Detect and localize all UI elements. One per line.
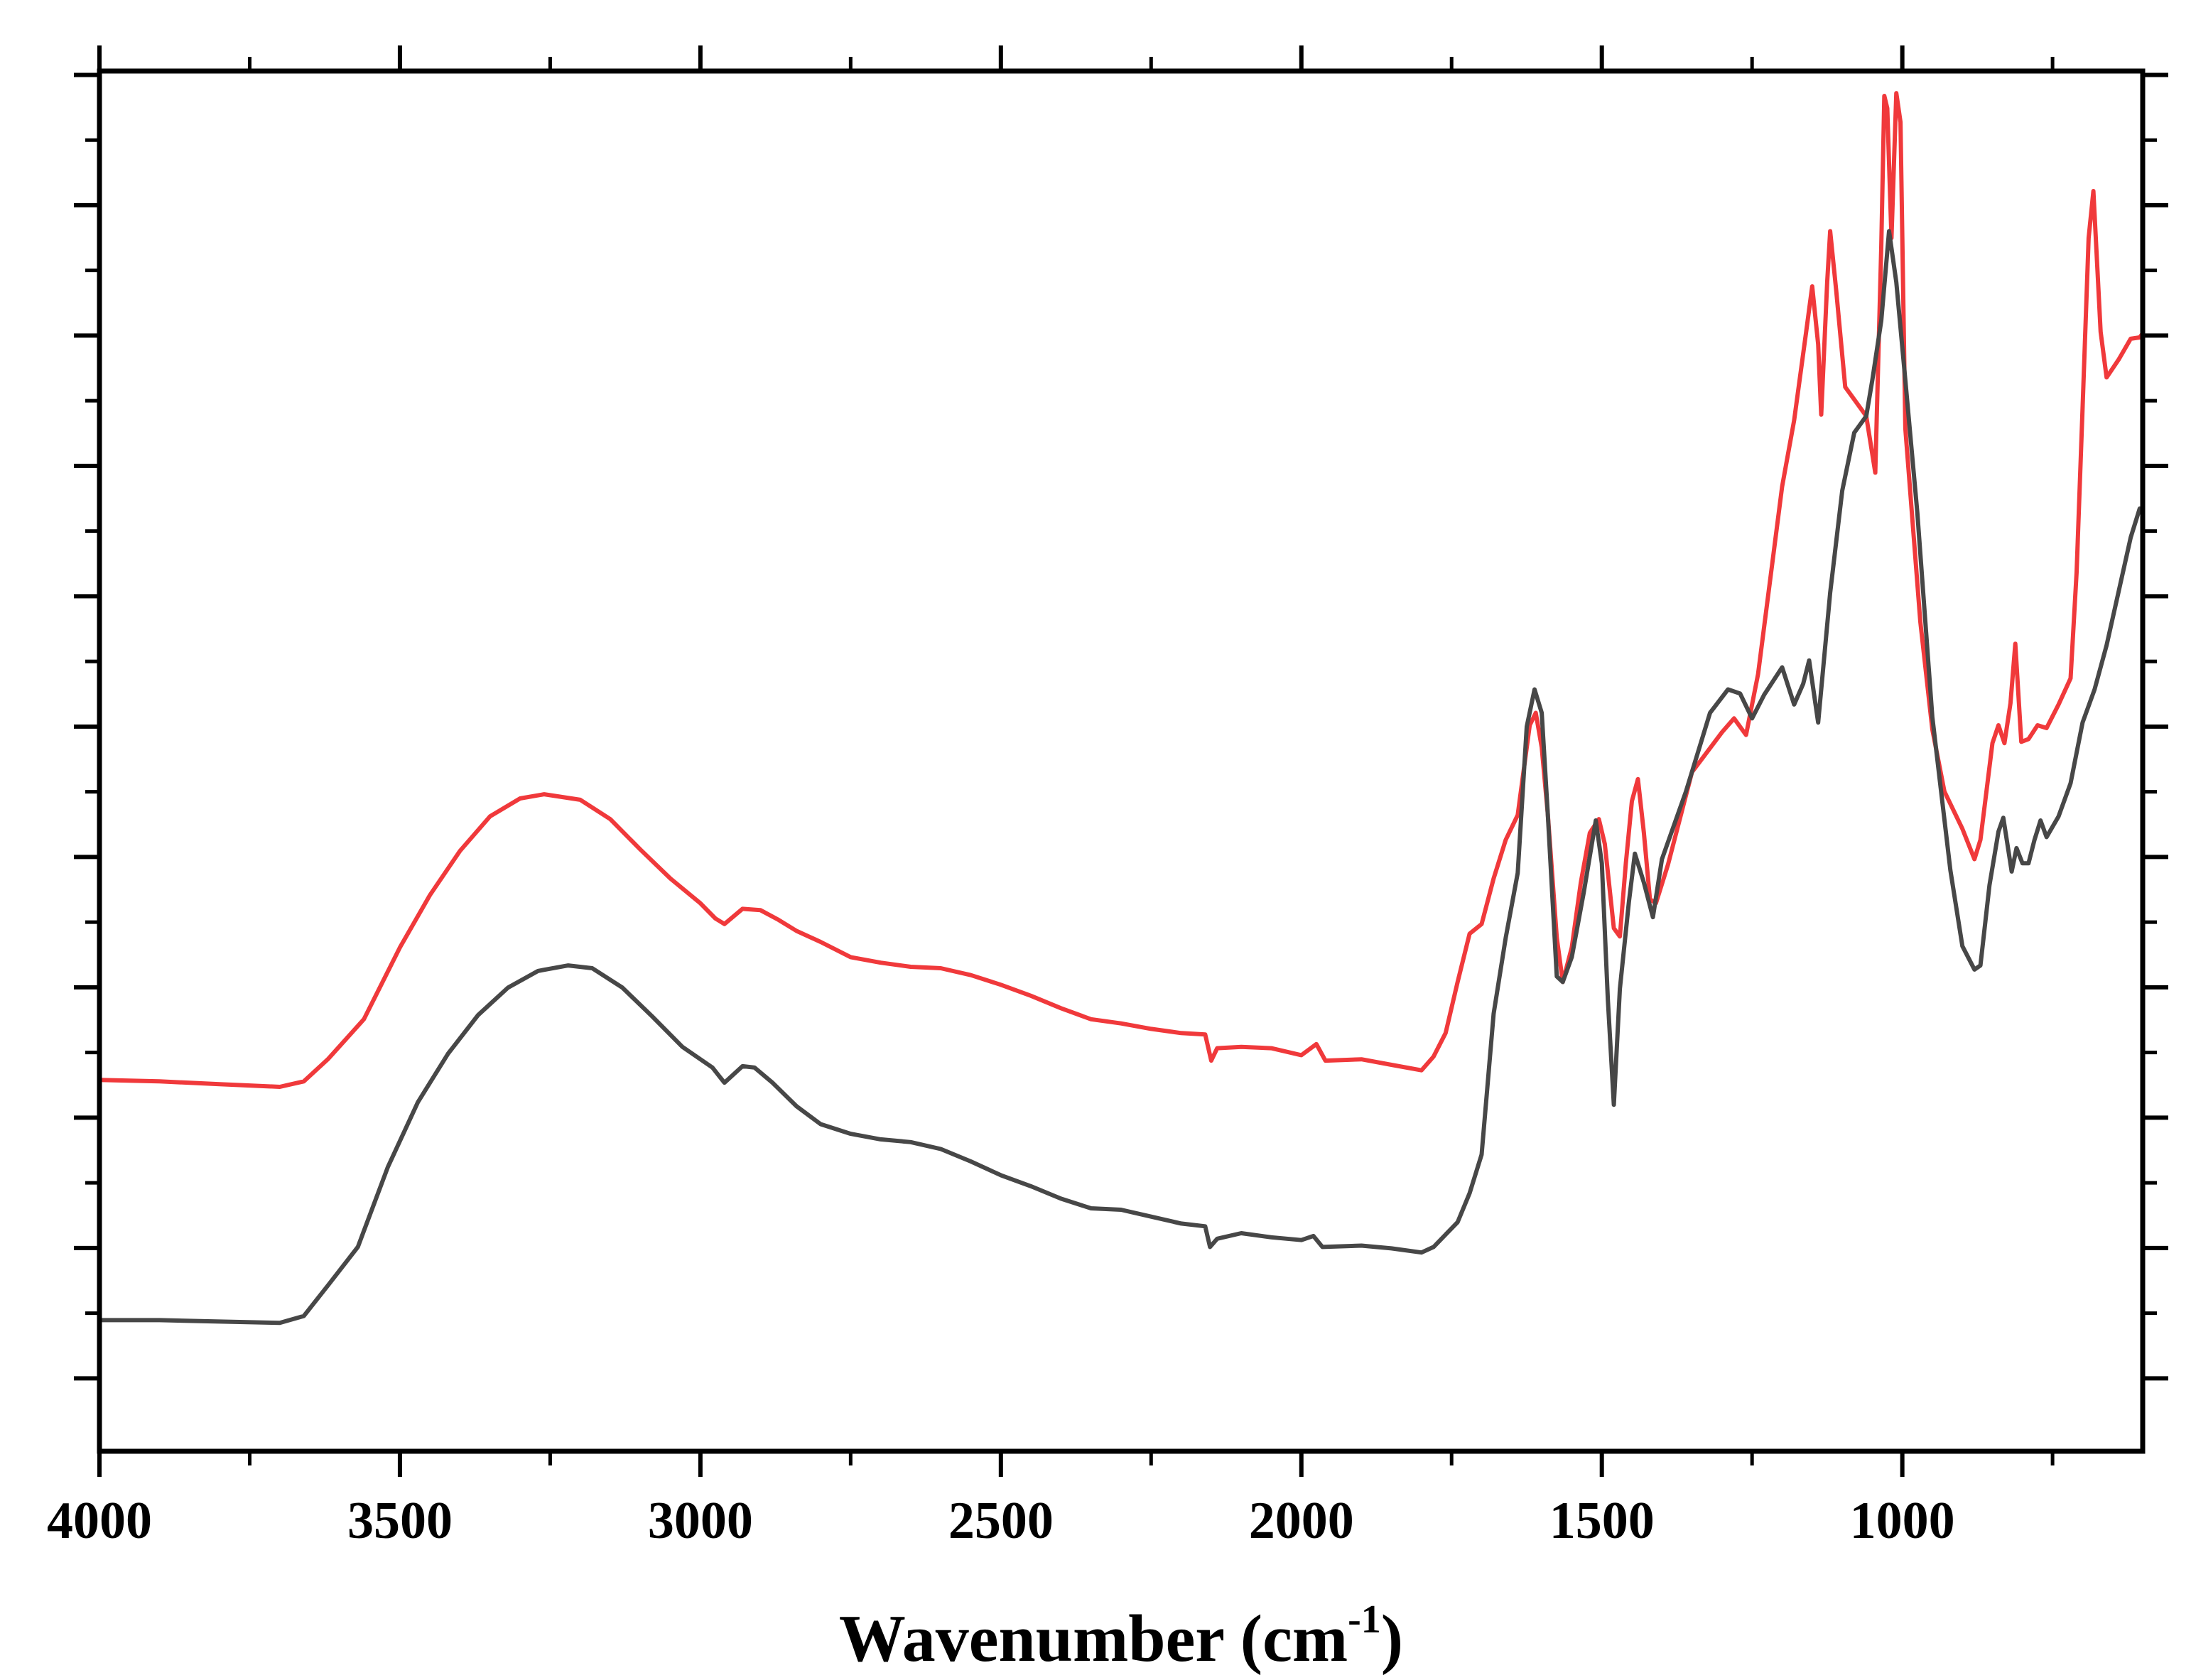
plot-frame	[97, 68, 2146, 1454]
x-tick-label: 2000	[1249, 1492, 1354, 1550]
series-line-2	[97, 229, 2145, 1326]
x-tick-label: 2500	[948, 1492, 1054, 1550]
x-axis-title: Wavenumber (cm-1)	[839, 1598, 1403, 1676]
tick-layer	[74, 45, 2168, 1477]
x-tick-labels: 4000 3500 3000 2500 2000 1500 1000	[47, 1492, 1955, 1550]
x-tick-label: 3000	[648, 1492, 753, 1550]
x-axis-title-superscript: -1	[1348, 1598, 1381, 1642]
x-tick-label: 4000	[47, 1492, 152, 1550]
x-tick-label: 1500	[1549, 1492, 1655, 1550]
x-axis-title-suffix: )	[1381, 1602, 1403, 1676]
series-layer	[97, 91, 2145, 1326]
x-tick-label: 1000	[1850, 1492, 1955, 1550]
x-tick-label: 3500	[347, 1492, 453, 1550]
series-line-1	[97, 91, 2145, 1089]
x-axis-title-main: Wavenumber (cm	[839, 1602, 1348, 1676]
